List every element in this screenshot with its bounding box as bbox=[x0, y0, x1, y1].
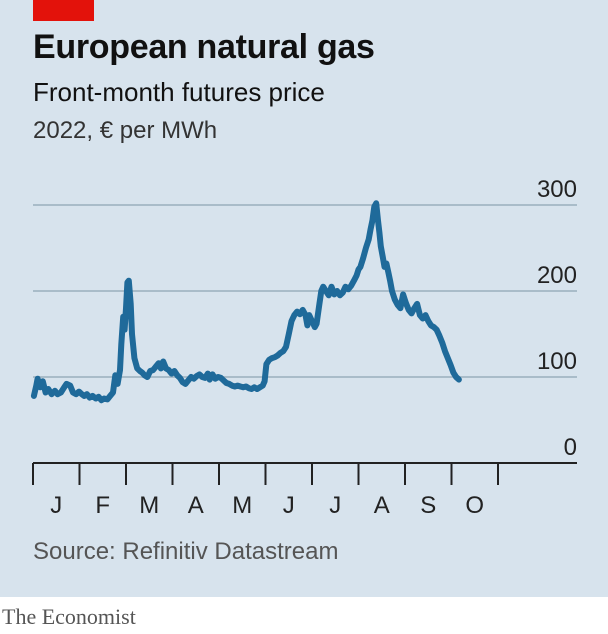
x-tick-label-3: A bbox=[188, 492, 204, 519]
y-tick-label-300: 300 bbox=[537, 176, 577, 203]
chart-svg: 0 100 200 300 J F M A M J J A S O bbox=[30, 176, 577, 519]
y-tick-label-100: 100 bbox=[537, 348, 577, 375]
x-tick-label-7: A bbox=[374, 492, 390, 519]
x-tick-label-8: S bbox=[420, 492, 436, 519]
y-tick-label-200: 200 bbox=[537, 262, 577, 289]
y-tick-label-0: 0 bbox=[564, 434, 577, 461]
x-tick-label-1: F bbox=[95, 492, 110, 519]
x-tick-label-2: M bbox=[139, 492, 159, 519]
grid-layer: 0 100 200 300 bbox=[33, 176, 577, 461]
chart-panel bbox=[0, 0, 608, 597]
x-tick-label-5: J bbox=[283, 492, 295, 519]
chart-units: 2022, € per MWh bbox=[33, 117, 218, 144]
source-note: Source: Refinitiv Datastream bbox=[33, 538, 339, 565]
x-tick-label-6: J bbox=[329, 492, 341, 519]
series-layer bbox=[30, 200, 462, 404]
x-tick-label-9: O bbox=[465, 492, 484, 519]
brand-label: The Economist bbox=[2, 604, 136, 629]
brand-red-tag bbox=[33, 0, 94, 21]
chart-subtitle: Front-month futures price bbox=[33, 77, 325, 107]
x-tick-label-4: M bbox=[232, 492, 252, 519]
series-line-0 bbox=[30, 200, 462, 404]
chart-title: European natural gas bbox=[33, 28, 375, 66]
x-tick-label-0: J bbox=[50, 492, 62, 519]
